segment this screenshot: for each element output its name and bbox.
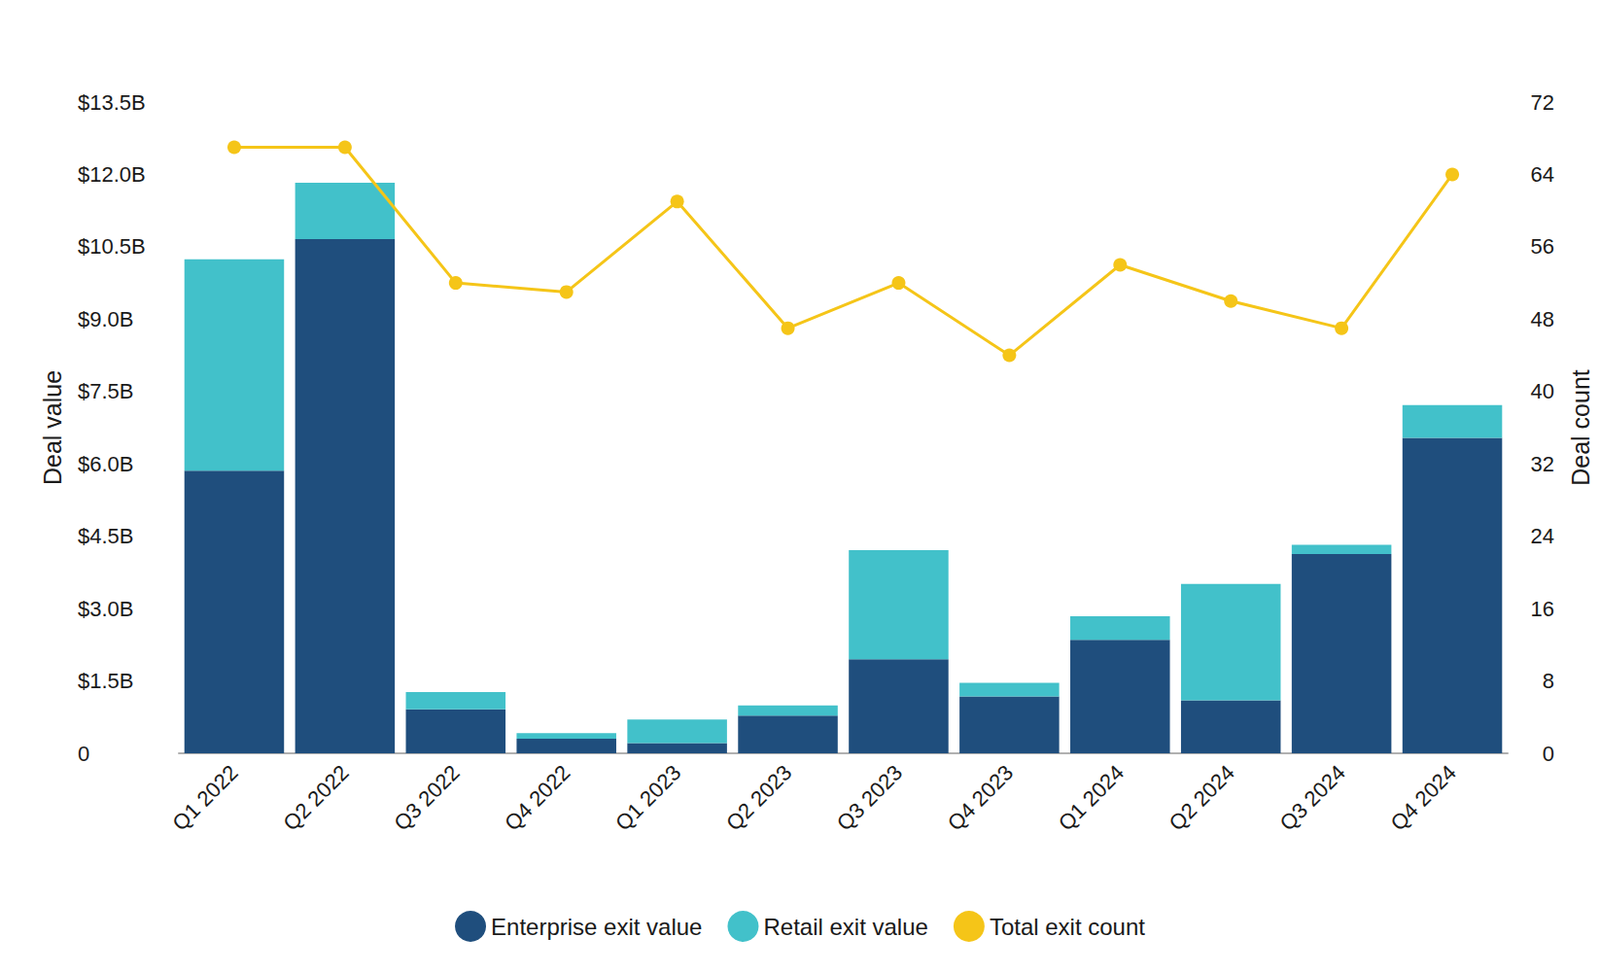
svg-text:24: 24	[1530, 523, 1555, 549]
svg-text:0: 0	[77, 741, 90, 766]
svg-text:Q3 2022: Q3 2022	[388, 760, 464, 835]
svg-text:$12.0B: $12.0B	[77, 162, 146, 187]
svg-text:0: 0	[1542, 741, 1555, 766]
svg-text:$10.5B: $10.5B	[77, 234, 146, 259]
svg-text:$3.0B: $3.0B	[77, 596, 135, 622]
svg-text:16: 16	[1530, 596, 1555, 622]
svg-text:Q1 2024: Q1 2024	[1053, 760, 1129, 835]
svg-text:Q4 2022: Q4 2022	[499, 760, 575, 835]
svg-text:Deal value: Deal value	[38, 370, 67, 486]
svg-text:Q4 2024: Q4 2024	[1386, 760, 1461, 835]
svg-text:Q1 2023: Q1 2023	[610, 760, 686, 835]
svg-text:64: 64	[1530, 162, 1555, 187]
svg-text:56: 56	[1530, 234, 1555, 259]
svg-text:Enterprise exit value: Enterprise exit value	[490, 913, 702, 940]
svg-text:$13.5B: $13.5B	[77, 90, 146, 115]
svg-text:$7.5B: $7.5B	[77, 379, 135, 404]
svg-text:Q3 2023: Q3 2023	[832, 760, 907, 835]
svg-text:$9.0B: $9.0B	[77, 307, 135, 332]
svg-text:$4.5B: $4.5B	[77, 523, 135, 549]
svg-text:32: 32	[1530, 452, 1555, 477]
svg-text:Deal count: Deal count	[1566, 369, 1595, 487]
svg-text:Q4 2023: Q4 2023	[942, 760, 1018, 835]
svg-text:Q2 2023: Q2 2023	[721, 760, 797, 835]
svg-text:72: 72	[1530, 90, 1555, 115]
svg-text:$6.0B: $6.0B	[77, 452, 135, 477]
svg-text:8: 8	[1542, 668, 1555, 694]
svg-text:40: 40	[1530, 379, 1555, 404]
svg-text:$1.5B: $1.5B	[77, 668, 135, 694]
svg-text:Q2 2022: Q2 2022	[278, 760, 353, 835]
svg-text:48: 48	[1530, 307, 1555, 332]
svg-text:Q2 2024: Q2 2024	[1164, 760, 1240, 835]
svg-text:Retail exit value: Retail exit value	[763, 913, 928, 940]
svg-text:Total exit count: Total exit count	[989, 913, 1146, 940]
svg-text:Q3 2024: Q3 2024	[1275, 760, 1351, 835]
svg-text:Q1 2022: Q1 2022	[167, 760, 243, 835]
